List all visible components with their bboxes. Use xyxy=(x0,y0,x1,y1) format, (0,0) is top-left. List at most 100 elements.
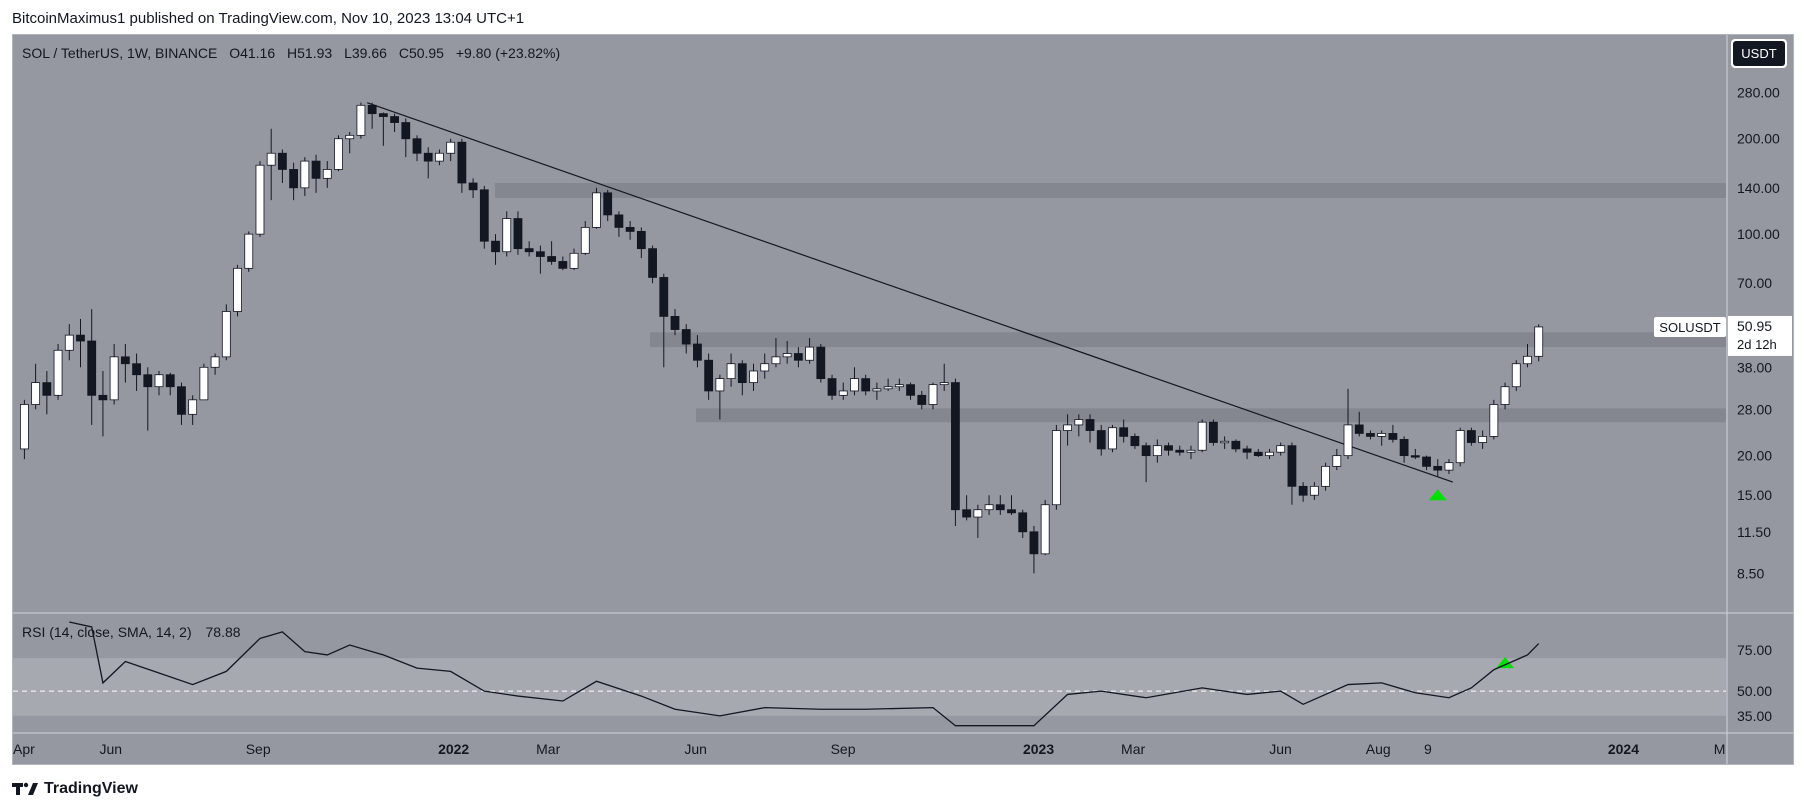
candle-up xyxy=(1063,424,1072,431)
price-axis: 280.00 200.00 140.00 100.00 70.00 38.00 28.00 2… xyxy=(1726,35,1780,764)
candle-up xyxy=(53,349,63,396)
price-tag-symbol: SOLUSDT xyxy=(1659,320,1720,335)
candle-up xyxy=(1108,427,1117,450)
rsi-value: 78.88 xyxy=(205,624,241,640)
candle-up xyxy=(1040,504,1050,555)
candle-up xyxy=(1220,440,1230,444)
candle-down xyxy=(165,374,175,388)
candle-up xyxy=(20,404,29,450)
candle-up xyxy=(592,192,601,228)
candle-down xyxy=(1164,445,1173,451)
low-label: L xyxy=(344,45,352,61)
candle-down xyxy=(1298,485,1308,496)
candle-up xyxy=(188,399,198,415)
horizontal-zone xyxy=(696,408,1726,423)
candle-up xyxy=(838,390,848,396)
candle-up xyxy=(1074,419,1084,426)
candle-down xyxy=(1287,445,1297,487)
candle-down xyxy=(311,160,321,179)
candle-up xyxy=(244,233,254,269)
currency-button[interactable]: USDT xyxy=(1733,41,1785,66)
candle-down xyxy=(1410,455,1420,458)
candle-up xyxy=(266,152,276,166)
price-tick-label: 28.00 xyxy=(1737,401,1772,417)
price-tick-label: 11.50 xyxy=(1737,524,1771,540)
candle-up xyxy=(1511,363,1521,388)
rsi-series-line xyxy=(69,621,1540,727)
chart-frame[interactable] xyxy=(12,34,1794,765)
price-tick-label: 15.00 xyxy=(1737,487,1772,503)
horizontal-zone xyxy=(495,183,1726,199)
rsi-marker xyxy=(1496,657,1515,669)
price-tag-value: 50.95 xyxy=(1737,318,1772,334)
candle-up xyxy=(1377,433,1387,437)
candle-down xyxy=(704,359,714,392)
candle-up xyxy=(1186,449,1196,453)
candle-down xyxy=(1388,433,1398,440)
candle-up xyxy=(715,378,725,392)
candle-up xyxy=(580,227,590,254)
candle-down xyxy=(1253,451,1263,457)
candle-up xyxy=(322,169,332,179)
candle-up xyxy=(1321,465,1330,487)
candle-up xyxy=(1276,445,1286,453)
time-tick-label: 9 xyxy=(1424,741,1432,757)
candle-up xyxy=(1197,421,1207,451)
footer-brand[interactable]: TradingView xyxy=(12,780,138,798)
candle-down xyxy=(378,113,388,117)
candle-up xyxy=(1489,404,1499,437)
candle-up xyxy=(446,141,456,154)
candle-down xyxy=(524,248,534,253)
candle-down xyxy=(87,340,97,396)
candle-down xyxy=(1467,430,1476,443)
price-tag-value-box xyxy=(1728,315,1792,356)
close-label: C xyxy=(398,45,409,61)
candle-down xyxy=(1119,427,1129,437)
rsi-label: RSI (14, close, SMA, 14, 2) xyxy=(22,624,192,640)
candle-down xyxy=(861,378,871,392)
price-tick-label: 100.00 xyxy=(1737,226,1780,242)
candle-down xyxy=(1141,445,1151,457)
candle-down xyxy=(1175,449,1185,453)
candle-up xyxy=(805,346,815,361)
low-value: 39.66 xyxy=(351,45,387,61)
candle-down xyxy=(1018,512,1028,533)
candle-up xyxy=(1265,451,1274,457)
candle-down xyxy=(1130,436,1140,447)
candle-down xyxy=(535,251,545,257)
candle-up xyxy=(569,252,579,269)
candle-down xyxy=(98,394,108,401)
candle-down xyxy=(681,329,691,345)
candle-up xyxy=(64,334,74,351)
candle-up xyxy=(1455,430,1465,464)
candle-down xyxy=(1354,424,1364,434)
candle-down xyxy=(289,169,299,189)
time-tick-label: Jun xyxy=(1269,741,1292,757)
symbol-legend: SOL / TetherUS, 1W, BINANCE O41.16 H51.9… xyxy=(22,45,560,61)
candle-up xyxy=(1478,436,1488,443)
time-axis: Apr Jun Sep 2022 Mar Jun Sep 2023 Mar Jun Aug 9 2024… xyxy=(13,732,1793,757)
candle-up xyxy=(334,138,343,170)
rsi-panel xyxy=(13,612,1793,716)
close-value: 50.95 xyxy=(408,45,444,61)
candle-up xyxy=(109,356,119,401)
candle-down xyxy=(423,152,433,162)
candle-down xyxy=(917,394,927,405)
price-tick-label: 8.50 xyxy=(1737,565,1764,581)
price-tick-label: 38.00 xyxy=(1737,359,1772,375)
candle-up xyxy=(883,386,893,390)
candle-up xyxy=(1332,455,1342,467)
publisher-line: BitcoinMaximus1 published on TradingView… xyxy=(12,10,525,27)
candle-down xyxy=(625,227,635,232)
change-value: +9.80 (+23.82%) xyxy=(455,45,561,61)
open-value: 41.16 xyxy=(240,45,276,61)
candle-up xyxy=(1152,445,1162,457)
candle-down xyxy=(401,122,411,140)
candle-down xyxy=(132,363,141,376)
markers xyxy=(1428,489,1515,669)
candle-down xyxy=(1231,440,1241,450)
candle-up xyxy=(154,374,164,388)
time-tick-label: Sep xyxy=(831,741,856,757)
candle-down xyxy=(659,277,669,317)
